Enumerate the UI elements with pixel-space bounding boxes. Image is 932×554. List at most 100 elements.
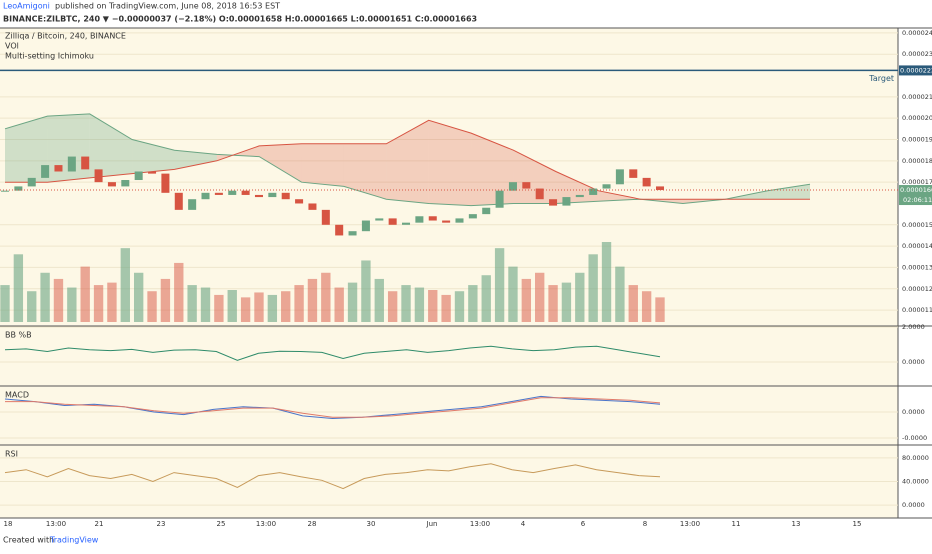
- candle: [375, 218, 384, 221]
- x-tick-label: 15: [853, 520, 862, 528]
- volume-bar: [147, 291, 157, 322]
- volume-bar: [67, 287, 77, 322]
- candle: [188, 199, 197, 210]
- volume-bar: [481, 275, 491, 322]
- publisher[interactable]: LeoAmigoni: [3, 2, 50, 11]
- indicator-line: [4, 463, 661, 490]
- candle: [361, 220, 370, 232]
- volume-bar: [494, 248, 505, 322]
- symbol-line: BINANCE:ZILBTC, 240 ▼ −0.00000037 (−2.18…: [3, 15, 477, 24]
- candle: [455, 218, 464, 223]
- last-tag: [899, 185, 932, 206]
- volume-bar: [120, 248, 130, 322]
- volume-bar: [615, 266, 625, 322]
- candle: [0, 190, 10, 192]
- volume-bar: [27, 291, 37, 322]
- candle: [228, 190, 237, 195]
- candle: [495, 190, 504, 208]
- y-tick-label: 80.0000: [902, 454, 929, 462]
- volume-bar: [561, 282, 572, 322]
- x-tick-label: 6: [581, 520, 586, 528]
- target-label: 0.00002224: [900, 66, 932, 74]
- x-tick-label: 23: [157, 520, 166, 528]
- cloud-segment: [598, 190, 641, 202]
- footer-created: Created with: [3, 536, 54, 545]
- candle: [348, 231, 357, 236]
- candle: [308, 203, 317, 210]
- candle: [655, 186, 665, 191]
- x-tick-label: 13:00: [680, 520, 700, 528]
- indicator-line: [4, 113, 811, 207]
- volume-bar: [254, 292, 264, 322]
- x-tick-label: 13:00: [470, 520, 490, 528]
- volume-bar: [294, 285, 304, 322]
- footer-brand[interactable]: TradingView: [49, 536, 99, 545]
- y-tick-label: 0.00002100: [902, 93, 932, 101]
- candle: [415, 216, 424, 223]
- candle: [161, 173, 170, 193]
- cloud-segment: [5, 116, 48, 183]
- y-tick-label: 0.00001200: [902, 285, 932, 293]
- candle: [214, 192, 223, 195]
- candle: [321, 209, 330, 225]
- candle: [67, 156, 76, 172]
- cloud-segment: [428, 120, 472, 206]
- volume-bar: [441, 294, 451, 322]
- volume-bar: [214, 294, 224, 322]
- pane-title: RSI: [5, 450, 18, 459]
- cloud-segment: [343, 143, 387, 200]
- cloud-segment: [89, 113, 133, 178]
- cloud-segment: [386, 120, 429, 204]
- volume-bar: [174, 262, 184, 322]
- volume-bar: [641, 291, 652, 322]
- volume-bar: [588, 254, 598, 322]
- volume-bar: [575, 272, 585, 322]
- last-label: 0.00001663: [900, 186, 932, 194]
- target-tag: [899, 65, 932, 76]
- y-tick-label: -0.0000: [902, 434, 927, 442]
- volume-bar: [535, 272, 545, 322]
- candle: [335, 224, 344, 236]
- candle: [642, 177, 651, 187]
- volume-bar: [227, 290, 237, 322]
- cloud-segment: [301, 143, 344, 187]
- candle: [134, 171, 143, 181]
- x-tick-label: 28: [308, 520, 317, 528]
- y-tick-label: 0.00002300: [902, 50, 932, 58]
- y-tick-label: 0.00001100: [902, 306, 932, 314]
- candle: [27, 177, 36, 187]
- candle: [148, 171, 157, 174]
- volume-bar: [160, 278, 171, 322]
- x-tick-label: 11: [732, 520, 741, 528]
- volume-bar: [307, 278, 318, 322]
- volume-bar: [93, 285, 104, 322]
- volume-bar: [454, 291, 465, 322]
- volume-bar: [521, 278, 532, 322]
- y-tick-label: 0.0000: [902, 501, 925, 509]
- volume-bar: [401, 285, 411, 322]
- volume-bar: [200, 287, 211, 322]
- indicator-line: [4, 345, 661, 361]
- volume-bar: [240, 297, 251, 322]
- study-label: Multi-setting Ichimoku: [5, 52, 94, 61]
- x-tick-label: 25: [217, 520, 226, 528]
- candle: [94, 169, 103, 183]
- cloud-segment: [132, 139, 175, 174]
- candle: [535, 188, 544, 200]
- candle: [201, 192, 210, 200]
- volume-bar: [334, 287, 344, 322]
- study-label: VOl: [5, 42, 19, 51]
- x-tick-label: 18: [4, 520, 13, 528]
- y-tick-label: 2.0000: [902, 323, 925, 331]
- candle: [121, 180, 130, 187]
- pane-title: BB %B: [5, 331, 32, 340]
- y-tick-label: 0.00002000: [902, 114, 932, 122]
- volume-bar: [347, 282, 358, 322]
- x-tick-label: 8: [643, 520, 647, 528]
- candle: [549, 199, 558, 206]
- y-tick-label: 0.00001800: [902, 157, 932, 165]
- cloud-segment: [259, 143, 302, 183]
- candle: [482, 207, 491, 215]
- volume-bar: [601, 242, 612, 322]
